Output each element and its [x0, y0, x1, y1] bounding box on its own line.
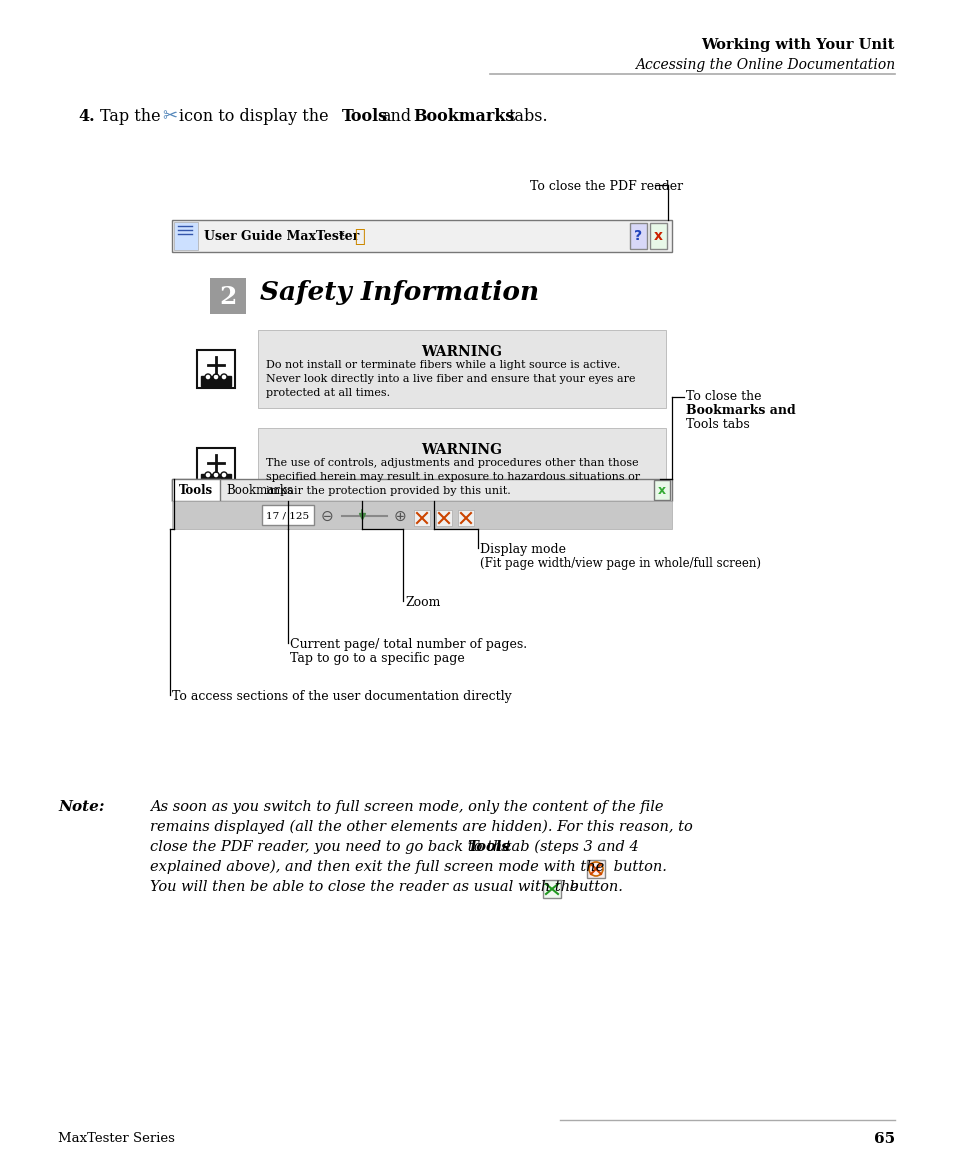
Text: 65: 65: [873, 1132, 894, 1146]
Text: Zoom: Zoom: [405, 596, 440, 608]
Text: To close the: To close the: [685, 389, 760, 403]
Text: Safety Information: Safety Information: [260, 280, 538, 305]
Text: ⊖: ⊖: [320, 509, 333, 524]
Text: Tap the: Tap the: [100, 108, 160, 125]
Text: ⊕: ⊕: [394, 509, 406, 524]
Text: Tools tabs: Tools tabs: [685, 418, 749, 431]
Text: WARNING: WARNING: [421, 345, 502, 359]
Text: Accessing the Online Documentation: Accessing the Online Documentation: [634, 58, 894, 72]
Text: close the PDF reader, you need to go back to the: close the PDF reader, you need to go bac…: [150, 840, 515, 854]
Bar: [172, 479, 671, 501]
Text: 2: 2: [219, 285, 236, 309]
Text: User Guide MaxTester: User Guide MaxTester: [204, 231, 359, 243]
Text: As soon as you switch to full screen mode, only the content of the file: As soon as you switch to full screen mod…: [150, 800, 662, 814]
Text: impair the protection provided by this unit.: impair the protection provided by this u…: [266, 486, 510, 496]
Bar: [457, 510, 474, 526]
Bar: [262, 505, 314, 525]
Text: 17 / 125: 17 / 125: [266, 511, 309, 520]
Text: 📁: 📁: [354, 228, 364, 246]
Text: Do not install or terminate fibers while a light source is active.: Do not install or terminate fibers while…: [266, 360, 619, 370]
Text: button.: button.: [608, 860, 666, 874]
Text: icon to display the: icon to display the: [179, 108, 328, 125]
Bar: [257, 428, 665, 506]
Bar: [172, 220, 671, 252]
Text: Bookmarks and: Bookmarks and: [685, 404, 795, 417]
Bar: [201, 474, 231, 484]
Text: Tools: Tools: [341, 108, 388, 125]
Text: WARNING: WARNING: [421, 443, 502, 457]
Bar: [257, 330, 665, 408]
Text: explained above), and then exit the full screen mode with the: explained above), and then exit the full…: [150, 860, 608, 874]
Text: Tools: Tools: [179, 484, 213, 497]
Text: Note:: Note:: [58, 800, 105, 814]
Text: Tap to go to a specific page: Tap to go to a specific page: [290, 653, 464, 665]
Bar: [542, 880, 560, 898]
Text: Display mode: Display mode: [479, 544, 565, 556]
Circle shape: [213, 472, 219, 478]
Text: The use of controls, adjustments and procedures other than those: The use of controls, adjustments and pro…: [266, 458, 638, 468]
Bar: [196, 350, 234, 388]
Circle shape: [221, 374, 227, 380]
Bar: [414, 510, 430, 526]
Bar: [649, 223, 666, 249]
Text: Never look directly into a live fiber and ensure that your eyes are: Never look directly into a live fiber an…: [266, 374, 635, 384]
Text: x: x: [653, 229, 661, 243]
Text: protected at all times.: protected at all times.: [266, 388, 390, 398]
Text: To access sections of the user documentation directly: To access sections of the user documenta…: [172, 690, 511, 704]
Bar: [654, 480, 669, 500]
Text: remains displayed (all the other elements are hidden). For this reason, to: remains displayed (all the other element…: [150, 821, 692, 834]
Circle shape: [213, 374, 219, 380]
Text: ?: ?: [634, 229, 641, 243]
Bar: [210, 278, 246, 314]
Circle shape: [205, 374, 211, 380]
Text: x: x: [338, 228, 345, 238]
Text: Bookmarks: Bookmarks: [226, 484, 294, 497]
Bar: [173, 223, 198, 250]
Text: specified herein may result in exposure to hazardous situations or: specified herein may result in exposure …: [266, 472, 639, 482]
Circle shape: [221, 472, 227, 478]
Bar: [201, 376, 231, 386]
Text: tabs.: tabs.: [509, 108, 548, 125]
Text: Current page/ total number of pages.: Current page/ total number of pages.: [290, 637, 527, 651]
Bar: [436, 510, 452, 526]
Text: ✂: ✂: [162, 107, 177, 125]
Circle shape: [588, 862, 602, 876]
Text: Bookmarks: Bookmarks: [413, 108, 514, 125]
Text: 4.: 4.: [78, 108, 94, 125]
Bar: [629, 223, 646, 249]
Text: To close the PDF reader: To close the PDF reader: [530, 180, 682, 194]
Circle shape: [205, 472, 211, 478]
Text: tab (steps 3 and 4: tab (steps 3 and 4: [500, 840, 639, 854]
Text: MaxTester Series: MaxTester Series: [58, 1132, 174, 1145]
Text: Working with Your Unit: Working with Your Unit: [700, 38, 894, 52]
Text: Tools: Tools: [467, 840, 509, 854]
Bar: [196, 449, 234, 486]
Bar: [172, 501, 671, 529]
Bar: [172, 479, 220, 501]
Text: (Fit page width/view page in whole/full screen): (Fit page width/view page in whole/full …: [479, 557, 760, 570]
Text: x: x: [658, 483, 665, 496]
Text: You will then be able to close the reader as usual with the: You will then be able to close the reade…: [150, 880, 583, 894]
Text: and: and: [380, 108, 411, 125]
Text: button.: button.: [564, 880, 622, 894]
Bar: [586, 860, 604, 879]
